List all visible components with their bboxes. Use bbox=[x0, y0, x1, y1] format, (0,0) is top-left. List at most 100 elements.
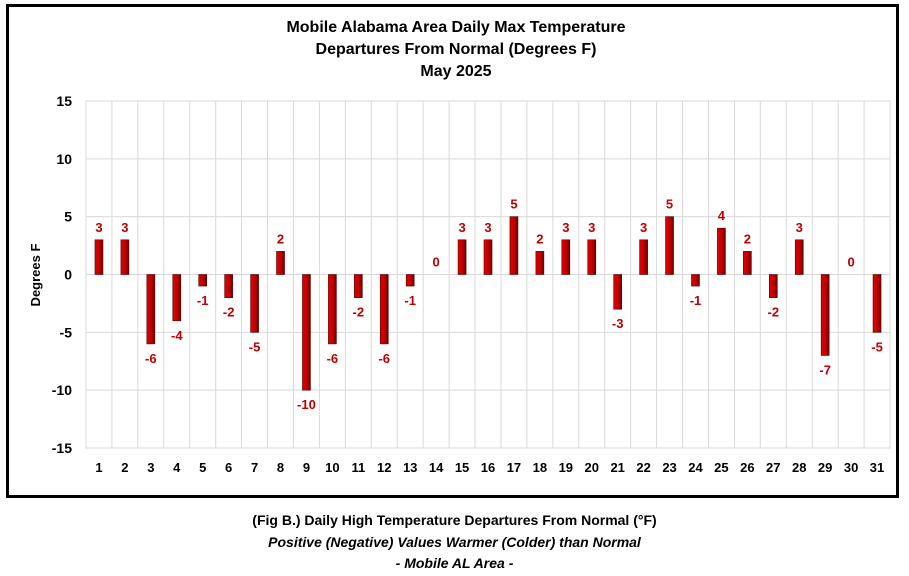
data-label-day-13: -1 bbox=[404, 293, 416, 308]
bar-day-6 bbox=[224, 274, 233, 298]
data-label-day-6: -2 bbox=[223, 305, 235, 320]
data-label-day-22: 3 bbox=[640, 220, 647, 235]
bars bbox=[94, 216, 882, 391]
y-tick-label: 5 bbox=[64, 209, 72, 225]
x-tick-label: 3 bbox=[147, 460, 154, 475]
data-label-day-26: 2 bbox=[744, 231, 751, 246]
data-label-day-27: -2 bbox=[768, 305, 780, 320]
data-label-day-12: -6 bbox=[378, 351, 390, 366]
bar-day-15 bbox=[457, 239, 467, 275]
x-tick-label: 11 bbox=[351, 460, 365, 475]
data-label-day-5: -1 bbox=[197, 293, 209, 308]
bar-day-25 bbox=[717, 227, 726, 275]
chart-title-line-3: May 2025 bbox=[420, 63, 491, 80]
bar-day-24 bbox=[691, 274, 700, 287]
x-tick-label: 27 bbox=[766, 460, 780, 475]
chart-title: Mobile Alabama Area Daily Max Temperatur… bbox=[286, 19, 625, 80]
bar-day-13 bbox=[405, 274, 415, 287]
data-label-day-10: -6 bbox=[327, 351, 339, 366]
x-tick-label: 19 bbox=[559, 460, 573, 475]
x-tick-label: 20 bbox=[585, 460, 599, 475]
x-tick-label: 29 bbox=[818, 460, 832, 475]
chart-title-line-1: Mobile Alabama Area Daily Max Temperatur… bbox=[286, 19, 625, 36]
bar-day-31 bbox=[872, 274, 882, 333]
x-tick-label: 7 bbox=[251, 460, 258, 475]
y-axis-ticks: 15 10 5 0 -5 -10 -15 bbox=[52, 93, 72, 456]
bar-day-22 bbox=[639, 239, 648, 275]
bar-day-9 bbox=[302, 274, 311, 391]
x-tick-label: 26 bbox=[740, 460, 754, 475]
x-tick-label: 8 bbox=[277, 460, 284, 475]
x-tick-label: 9 bbox=[303, 460, 310, 475]
data-label-day-11: -2 bbox=[353, 305, 365, 320]
x-tick-label: 13 bbox=[403, 460, 417, 475]
x-tick-label: 1 bbox=[95, 460, 102, 475]
data-label-day-16: 3 bbox=[484, 220, 491, 235]
x-tick-label: 12 bbox=[377, 460, 391, 475]
bar-day-18 bbox=[535, 251, 545, 275]
bar-day-29 bbox=[820, 274, 830, 356]
data-label-day-18: 2 bbox=[536, 231, 543, 246]
bar-day-3 bbox=[146, 274, 156, 345]
data-label-day-17: 5 bbox=[510, 197, 517, 212]
x-tick-label: 5 bbox=[199, 460, 206, 475]
bar-day-26 bbox=[743, 251, 752, 275]
y-tick-label: -10 bbox=[52, 382, 72, 398]
bar-day-16 bbox=[483, 239, 493, 275]
caption-subtitle: Positive (Negative) Values Warmer (Colde… bbox=[268, 534, 641, 550]
bar-day-5 bbox=[198, 274, 208, 287]
y-tick-label: 0 bbox=[64, 267, 72, 283]
x-tick-label: 30 bbox=[844, 460, 858, 475]
data-label-day-31: -5 bbox=[871, 339, 883, 354]
bar-day-23 bbox=[665, 216, 674, 275]
x-tick-label: 22 bbox=[636, 460, 650, 475]
data-label-day-3: -6 bbox=[145, 351, 157, 366]
data-label-day-21: -3 bbox=[612, 316, 624, 331]
bar-day-19 bbox=[561, 239, 571, 275]
x-tick-label: 14 bbox=[429, 460, 444, 475]
x-tick-label: 4 bbox=[173, 460, 181, 475]
bar-day-2 bbox=[120, 239, 130, 275]
x-axis-ticks: 1 2 3 4 5 6 7 8 9 10 11 12 13 14 15 16 17 18 19 20 21 22 23 24 2… bbox=[95, 460, 884, 475]
data-label-day-7: -5 bbox=[249, 339, 261, 354]
bar-day-11 bbox=[354, 274, 363, 298]
x-tick-label: 31 bbox=[870, 460, 884, 475]
bar-day-12 bbox=[379, 274, 389, 345]
data-label-day-9: -10 bbox=[297, 397, 316, 412]
data-label-day-2: 3 bbox=[121, 220, 128, 235]
data-label-day-23: 5 bbox=[666, 197, 673, 212]
bar-day-1 bbox=[94, 239, 104, 275]
data-label-day-15: 3 bbox=[458, 220, 465, 235]
chart-title-line-2: Departures From Normal (Degrees F) bbox=[316, 41, 597, 58]
bar-day-17 bbox=[509, 216, 519, 275]
x-tick-label: 2 bbox=[121, 460, 128, 475]
x-tick-label: 21 bbox=[610, 460, 624, 475]
data-label-day-1: 3 bbox=[95, 220, 102, 235]
x-tick-label: 6 bbox=[225, 460, 232, 475]
x-tick-label: 25 bbox=[714, 460, 728, 475]
bar-day-20 bbox=[587, 239, 597, 275]
y-tick-label: -5 bbox=[60, 324, 73, 340]
bar-day-21 bbox=[613, 274, 622, 310]
bar-day-28 bbox=[794, 239, 804, 275]
y-tick-label: 15 bbox=[56, 93, 72, 109]
data-label-day-25: 4 bbox=[718, 208, 726, 223]
x-tick-label: 28 bbox=[792, 460, 806, 475]
x-tick-label: 23 bbox=[662, 460, 676, 475]
x-tick-label: 15 bbox=[455, 460, 469, 475]
data-label-day-4: -4 bbox=[171, 328, 183, 343]
bar-day-4 bbox=[172, 274, 182, 322]
bar-day-10 bbox=[328, 274, 337, 345]
bar-day-27 bbox=[768, 274, 778, 298]
x-tick-label: 17 bbox=[507, 460, 521, 475]
data-label-day-29: -7 bbox=[819, 362, 831, 377]
x-tick-label: 18 bbox=[533, 460, 547, 475]
x-tick-label: 16 bbox=[481, 460, 495, 475]
x-tick-label: 10 bbox=[325, 460, 339, 475]
data-label-day-20: 3 bbox=[588, 220, 595, 235]
data-label-day-28: 3 bbox=[796, 220, 803, 235]
y-tick-label: 10 bbox=[56, 151, 72, 167]
bar-day-7 bbox=[250, 274, 259, 333]
data-label-day-14: 0 bbox=[433, 255, 440, 270]
caption-title: (Fig B.) Daily High Temperature Departur… bbox=[252, 512, 657, 528]
